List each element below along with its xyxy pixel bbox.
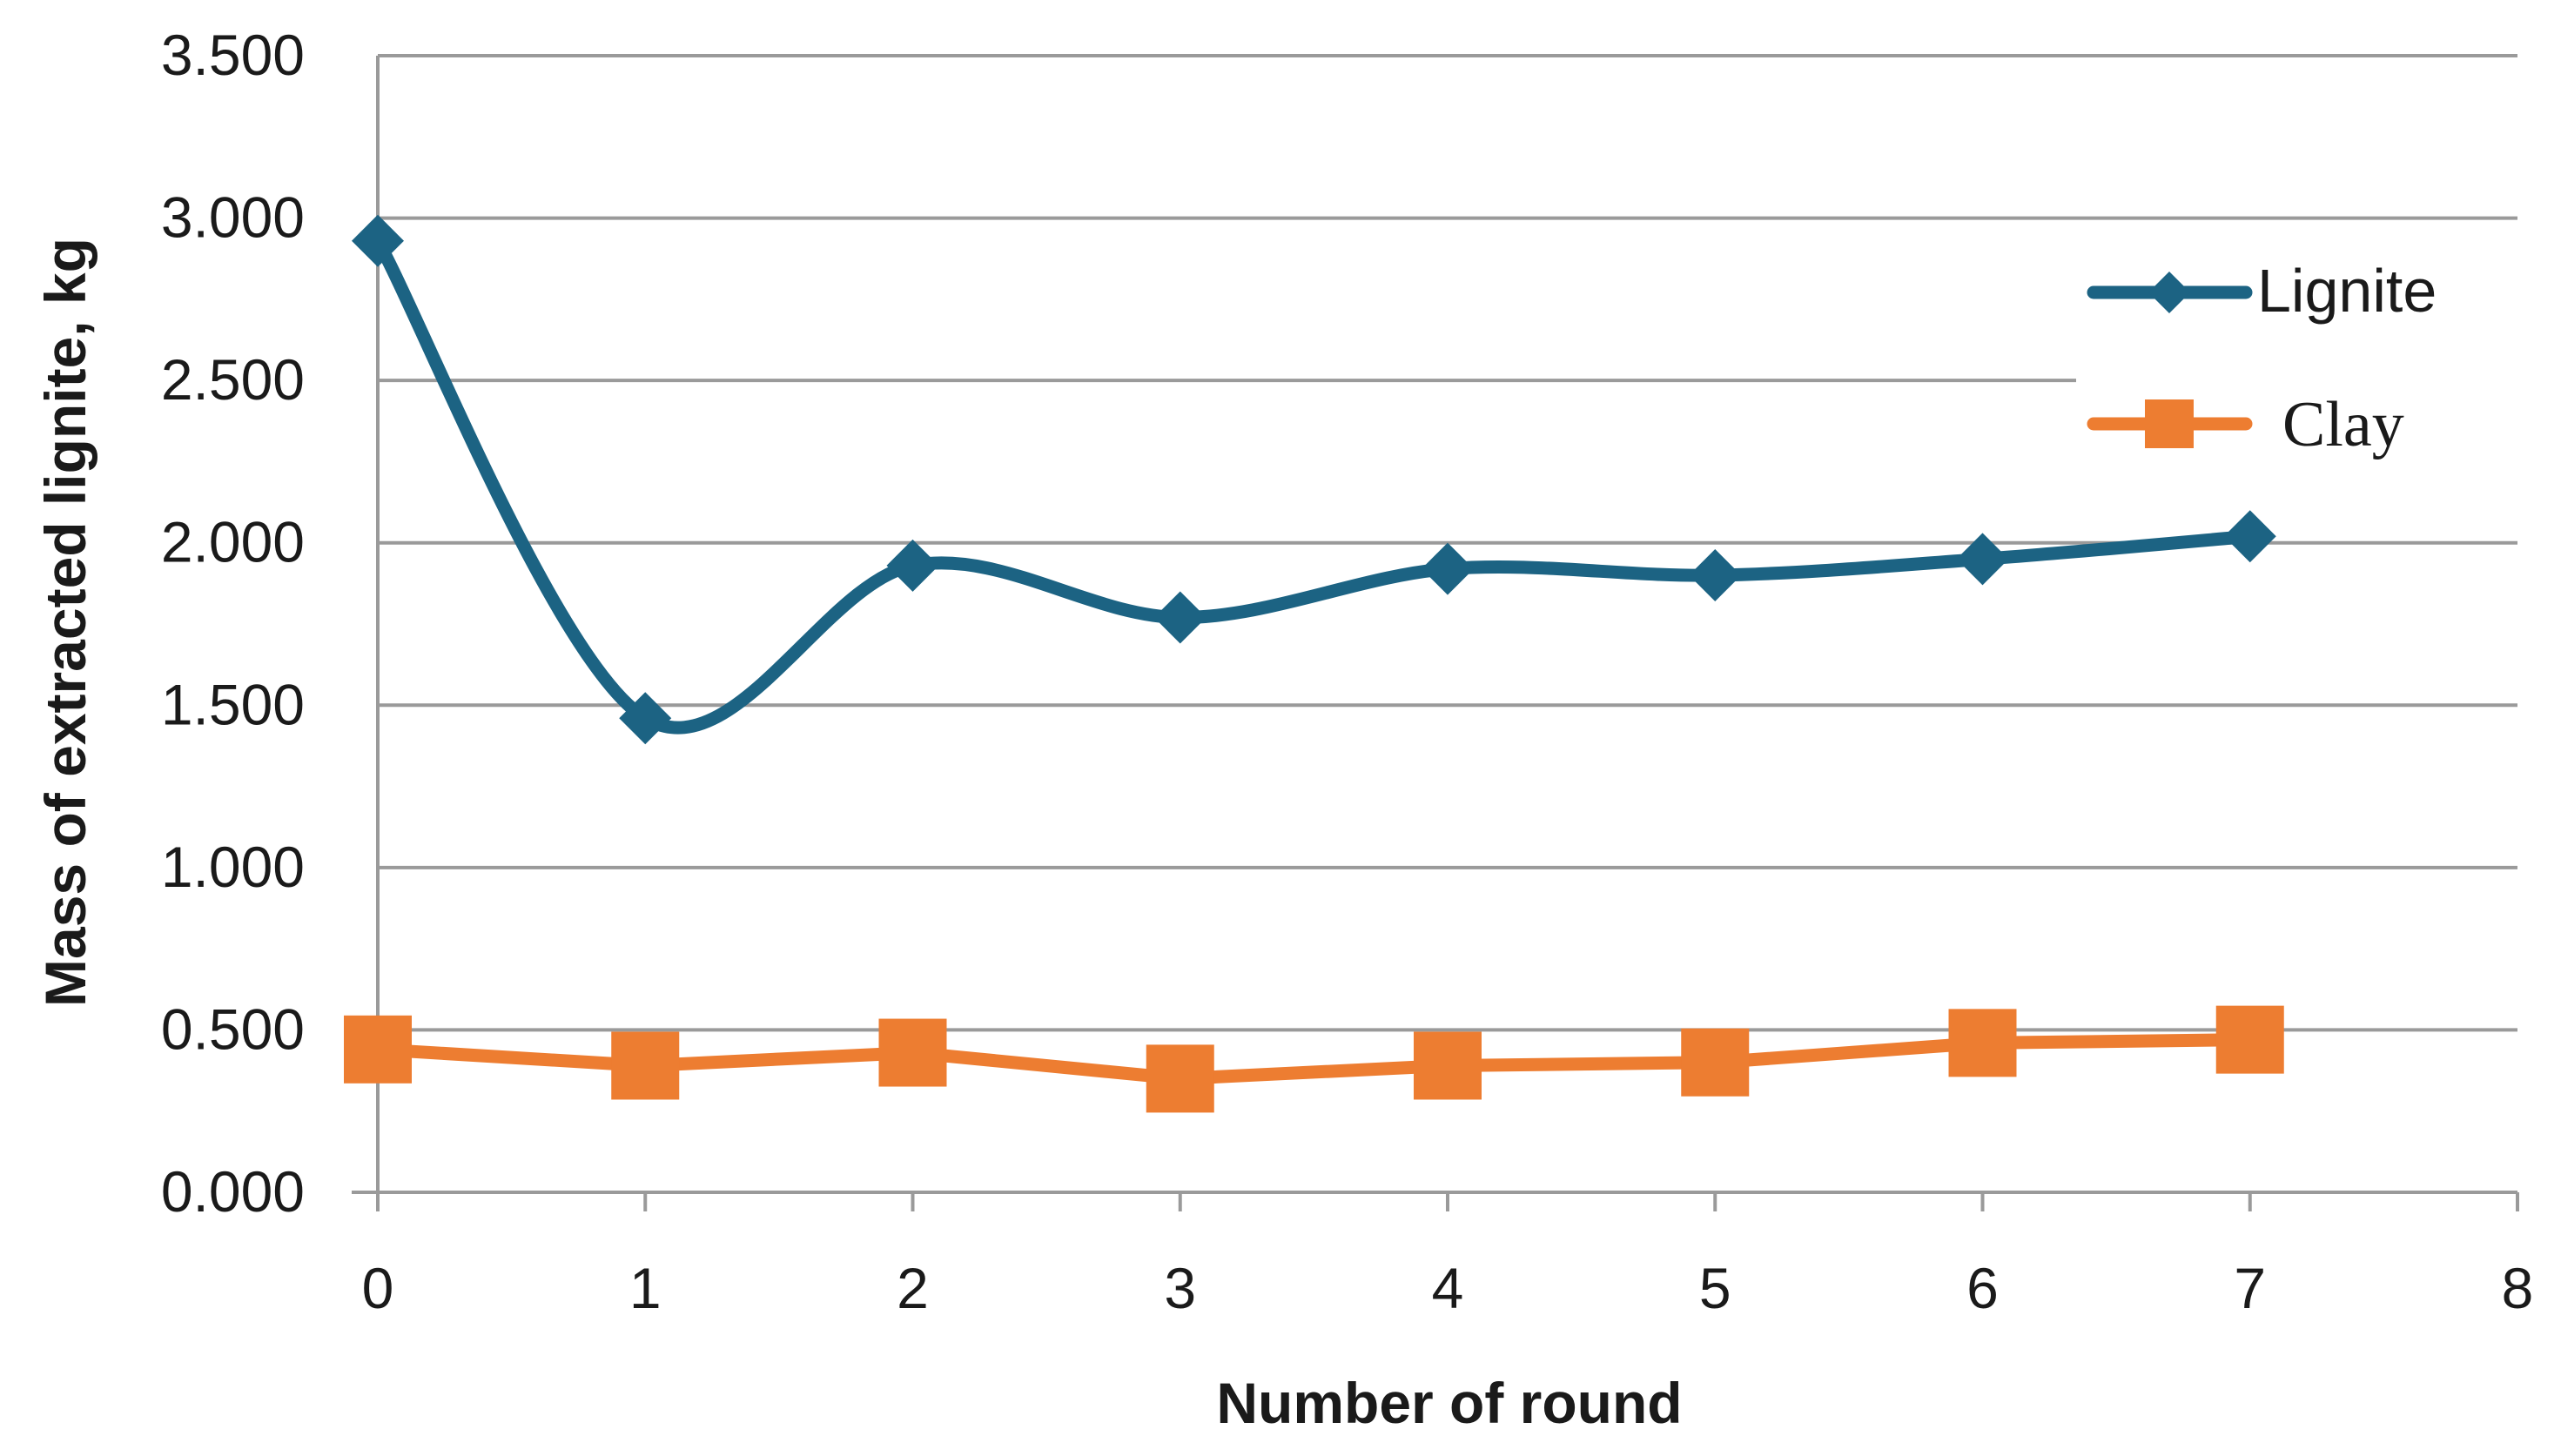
legend-entry-clay: Clay — [2087, 389, 2404, 460]
y-tick-labels: 0.000 0.500 1.000 1.500 2.000 2.500 3.000 3.500 — [161, 23, 305, 1224]
data-point-lignite-4 — [1422, 542, 1474, 595]
data-point-clay-1 — [611, 1031, 680, 1100]
x-tick-labels: 0 1 2 3 4 5 6 7 8 — [362, 1256, 2534, 1320]
data-point-clay-3 — [1146, 1044, 1214, 1113]
legend-label-lignite: Lignite — [2257, 257, 2437, 325]
y-tick-label: 3.500 — [161, 23, 305, 87]
x-tick-label: 1 — [629, 1256, 662, 1320]
x-tick-label: 6 — [1966, 1256, 1999, 1320]
data-point-clay-2 — [878, 1018, 947, 1087]
legend-marker-clay — [2145, 399, 2194, 448]
x-tick-label: 0 — [362, 1256, 394, 1320]
y-tick-label: 0.500 — [161, 996, 305, 1061]
data-point-clay-7 — [2215, 1005, 2284, 1074]
data-point-lignite-5 — [1689, 549, 1742, 602]
x-tick-label: 4 — [1432, 1256, 1464, 1320]
x-tick-label: 2 — [897, 1256, 929, 1320]
series-layer — [344, 214, 2284, 1113]
legend: Lignite Clay — [2076, 252, 2533, 479]
y-tick-label: 2.500 — [161, 347, 305, 412]
legend-label-clay: Clay — [2282, 389, 2404, 460]
series-line-clay — [371, 1033, 2257, 1085]
y-tick-label: 0.000 — [161, 1159, 305, 1224]
data-point-clay-6 — [1948, 1009, 2017, 1077]
data-point-lignite-2 — [886, 539, 939, 592]
data-point-lignite-6 — [1956, 533, 2009, 586]
legend-entry-lignite: Lignite — [2087, 257, 2437, 325]
data-point-lignite-3 — [1153, 591, 1207, 644]
x-tick-label: 8 — [2502, 1256, 2534, 1320]
data-point-lignite-1 — [619, 692, 672, 745]
x-tick-label: 5 — [1699, 1256, 1731, 1320]
x-tick-label: 7 — [2234, 1256, 2266, 1320]
data-point-clay-4 — [1414, 1031, 1482, 1100]
data-point-lignite-7 — [2223, 510, 2276, 563]
y-tick-label: 1.500 — [161, 672, 305, 736]
data-point-lignite-0 — [352, 214, 404, 267]
data-point-clay-0 — [344, 1015, 412, 1084]
x-axis-title: Number of round — [1216, 1371, 1682, 1435]
x-tick-label: 3 — [1164, 1256, 1196, 1320]
data-point-clay-5 — [1681, 1028, 1750, 1097]
legend-marker-lignite — [2148, 272, 2190, 313]
y-tick-label: 3.000 — [161, 185, 305, 250]
y-tick-label: 2.000 — [161, 510, 305, 574]
series-line-lignite — [371, 234, 2257, 735]
y-tick-label: 1.000 — [161, 835, 305, 899]
y-axis-title: Mass of extracted lignite, kg — [33, 238, 97, 1007]
